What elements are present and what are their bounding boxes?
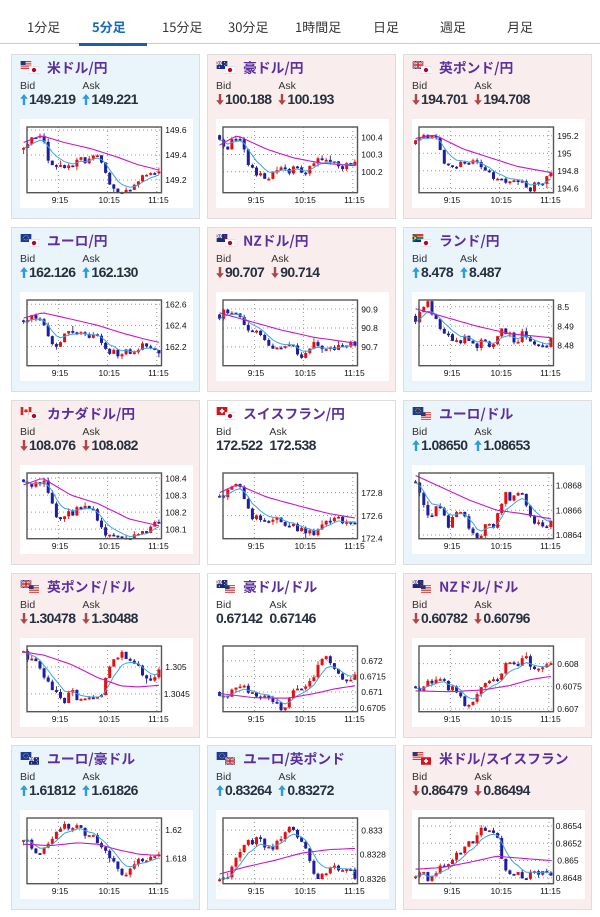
svg-text:0.608: 0.608: [557, 659, 579, 669]
svg-text:10:15: 10:15: [99, 541, 121, 551]
svg-text:11:15: 11:15: [344, 368, 365, 378]
svg-text:10:15: 10:15: [491, 886, 513, 896]
svg-text:11:15: 11:15: [540, 714, 561, 724]
svg-text:172.4: 172.4: [361, 534, 383, 544]
svg-text:1.0864: 1.0864: [556, 530, 582, 540]
svg-text:194.6: 194.6: [557, 184, 579, 194]
svg-text:9:15: 9:15: [248, 714, 265, 724]
svg-text:149.2: 149.2: [165, 175, 187, 185]
svg-text:10:15: 10:15: [295, 886, 317, 896]
svg-text:11:15: 11:15: [344, 886, 365, 896]
svg-text:1.3045: 1.3045: [164, 689, 190, 699]
svg-text:11:15: 11:15: [148, 541, 169, 551]
svg-text:0.8326: 0.8326: [360, 874, 386, 884]
svg-text:0.8328: 0.8328: [360, 850, 386, 860]
svg-text:90.7: 90.7: [361, 342, 378, 352]
svg-text:9:15: 9:15: [444, 368, 461, 378]
svg-text:0.833: 0.833: [361, 825, 383, 835]
svg-text:194.8: 194.8: [557, 166, 579, 176]
svg-text:9:15: 9:15: [444, 195, 461, 205]
svg-text:9:15: 9:15: [52, 541, 69, 551]
svg-text:9:15: 9:15: [248, 886, 265, 896]
svg-text:0.672: 0.672: [361, 656, 383, 666]
svg-text:10:15: 10:15: [99, 195, 121, 205]
svg-text:162.4: 162.4: [165, 321, 187, 331]
svg-text:9:15: 9:15: [52, 714, 69, 724]
svg-text:0.6075: 0.6075: [556, 682, 582, 692]
svg-text:90.8: 90.8: [361, 323, 378, 333]
svg-text:10:15: 10:15: [99, 886, 121, 896]
svg-text:9:15: 9:15: [52, 886, 69, 896]
svg-text:10:15: 10:15: [491, 541, 513, 551]
svg-text:1.305: 1.305: [165, 662, 187, 672]
svg-text:90.9: 90.9: [361, 304, 378, 314]
svg-text:108.2: 108.2: [165, 507, 187, 517]
svg-text:0.8652: 0.8652: [556, 838, 582, 848]
svg-text:108.4: 108.4: [165, 473, 187, 483]
svg-text:9:15: 9:15: [248, 541, 265, 551]
svg-text:0.8648: 0.8648: [556, 873, 582, 883]
svg-text:10:15: 10:15: [295, 368, 317, 378]
svg-text:195: 195: [557, 149, 571, 159]
svg-text:0.607: 0.607: [557, 704, 579, 714]
svg-text:10:15: 10:15: [295, 541, 317, 551]
svg-text:9:15: 9:15: [444, 886, 461, 896]
svg-text:11:15: 11:15: [148, 195, 169, 205]
svg-text:162.2: 162.2: [165, 342, 187, 352]
svg-text:10:15: 10:15: [295, 195, 317, 205]
svg-text:8.49: 8.49: [557, 321, 574, 331]
svg-text:10:15: 10:15: [99, 714, 121, 724]
svg-text:172.8: 172.8: [361, 488, 383, 498]
svg-text:162.6: 162.6: [165, 299, 187, 309]
svg-text:8.5: 8.5: [557, 302, 569, 312]
svg-text:11:15: 11:15: [540, 541, 561, 551]
svg-text:0.6705: 0.6705: [360, 703, 386, 713]
svg-text:11:15: 11:15: [344, 714, 365, 724]
svg-text:0.8654: 0.8654: [556, 821, 582, 831]
svg-text:0.671: 0.671: [361, 687, 383, 697]
svg-text:10:15: 10:15: [491, 714, 513, 724]
svg-text:0.6715: 0.6715: [360, 672, 386, 682]
svg-text:11:15: 11:15: [540, 195, 561, 205]
svg-text:11:15: 11:15: [148, 714, 169, 724]
svg-text:11:15: 11:15: [344, 195, 365, 205]
svg-text:11:15: 11:15: [148, 368, 169, 378]
svg-text:9:15: 9:15: [444, 714, 461, 724]
svg-text:195.2: 195.2: [557, 131, 579, 141]
svg-text:11:15: 11:15: [540, 886, 561, 896]
svg-text:9:15: 9:15: [248, 195, 265, 205]
svg-text:1.0868: 1.0868: [556, 481, 582, 491]
svg-text:10:15: 10:15: [491, 195, 513, 205]
svg-text:149.6: 149.6: [165, 125, 187, 135]
svg-text:1.0866: 1.0866: [556, 505, 582, 515]
svg-text:1.62: 1.62: [165, 825, 182, 835]
svg-text:1.618: 1.618: [165, 854, 187, 864]
svg-text:10:15: 10:15: [99, 368, 121, 378]
svg-text:11:15: 11:15: [540, 368, 561, 378]
svg-text:0.865: 0.865: [557, 856, 579, 866]
svg-text:9:15: 9:15: [444, 541, 461, 551]
svg-text:10:15: 10:15: [491, 368, 513, 378]
svg-text:172.6: 172.6: [361, 511, 383, 521]
svg-text:11:15: 11:15: [148, 886, 169, 896]
svg-text:100.3: 100.3: [361, 150, 383, 160]
svg-text:100.2: 100.2: [361, 167, 383, 177]
svg-text:10:15: 10:15: [295, 714, 317, 724]
svg-text:149.4: 149.4: [165, 150, 187, 160]
svg-text:108.1: 108.1: [165, 524, 187, 534]
svg-text:9:15: 9:15: [248, 368, 265, 378]
svg-text:9:15: 9:15: [52, 195, 69, 205]
svg-text:9:15: 9:15: [52, 368, 69, 378]
svg-text:108.3: 108.3: [165, 490, 187, 500]
svg-text:8.48: 8.48: [557, 341, 574, 351]
svg-text:100.4: 100.4: [361, 133, 383, 143]
svg-text:11:15: 11:15: [344, 541, 365, 551]
